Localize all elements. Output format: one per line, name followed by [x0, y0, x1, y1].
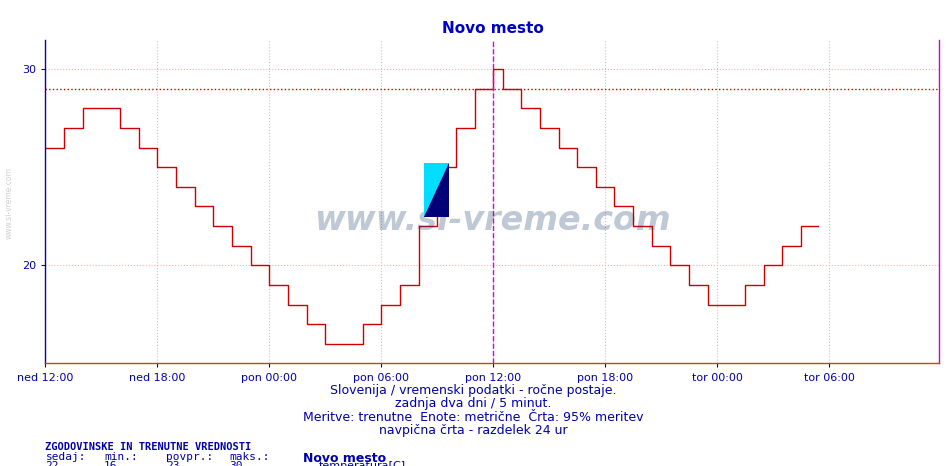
- Text: Novo mesto: Novo mesto: [303, 452, 386, 465]
- Text: ZGODOVINSKE IN TRENUTNE VREDNOSTI: ZGODOVINSKE IN TRENUTNE VREDNOSTI: [45, 442, 252, 452]
- Polygon shape: [424, 163, 449, 217]
- Text: Meritve: trenutne  Enote: metrične  Črta: 95% meritev: Meritve: trenutne Enote: metrične Črta: …: [303, 411, 644, 424]
- Polygon shape: [424, 163, 449, 217]
- Title: Novo mesto: Novo mesto: [441, 21, 544, 36]
- Text: www.si-vreme.com: www.si-vreme.com: [314, 205, 670, 238]
- Text: Slovenija / vremenski podatki - ročne postaje.: Slovenija / vremenski podatki - ročne po…: [331, 384, 616, 397]
- Text: 22: 22: [45, 461, 59, 466]
- Text: maks.:: maks.:: [229, 452, 270, 462]
- Text: temperatura[C]: temperatura[C]: [319, 461, 406, 466]
- Text: 30: 30: [229, 461, 242, 466]
- Text: 23: 23: [166, 461, 179, 466]
- Text: www.si-vreme.com: www.si-vreme.com: [5, 167, 14, 239]
- Text: zadnja dva dni / 5 minut.: zadnja dva dni / 5 minut.: [395, 397, 552, 411]
- Text: navpična črta - razdelek 24 ur: navpična črta - razdelek 24 ur: [379, 424, 568, 437]
- Text: 16: 16: [104, 461, 117, 466]
- Text: min.:: min.:: [104, 452, 138, 462]
- Text: povpr.:: povpr.:: [166, 452, 213, 462]
- Text: sedaj:: sedaj:: [45, 452, 86, 462]
